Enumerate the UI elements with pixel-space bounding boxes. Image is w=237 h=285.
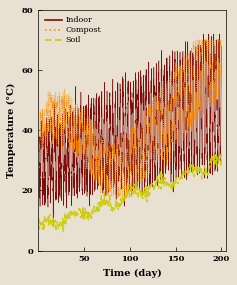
Line: Compost: Compost [39, 40, 221, 196]
Soil [153, 185, 155, 188]
Compost [215, 94, 218, 97]
Soil [62, 231, 65, 234]
Soil [214, 152, 217, 156]
Soil [171, 183, 173, 187]
Indoor [69, 125, 72, 128]
X-axis label: Time (day): Time (day) [103, 269, 161, 278]
Compost [47, 97, 50, 101]
Legend: Indoor, Compost, Soil: Indoor, Compost, Soil [42, 14, 104, 47]
Indoor [216, 151, 219, 154]
Compost [196, 38, 199, 42]
Compost [105, 195, 107, 198]
Soil [59, 223, 62, 226]
Compost [38, 141, 41, 145]
Indoor [52, 224, 55, 227]
Indoor [115, 166, 118, 170]
Soil [220, 152, 223, 156]
Indoor [108, 143, 110, 147]
Line: Indoor: Indoor [39, 34, 221, 225]
Compost [181, 105, 184, 108]
Indoor [59, 130, 61, 134]
Soil [97, 209, 100, 212]
Y-axis label: Temperature (°C): Temperature (°C) [7, 83, 16, 178]
Line: Soil: Soil [39, 154, 221, 233]
Soil [38, 217, 41, 220]
Compost [126, 181, 129, 184]
Soil [110, 204, 113, 207]
Indoor [220, 44, 223, 48]
Compost [215, 61, 218, 65]
Indoor [38, 135, 41, 139]
Compost [220, 38, 223, 42]
Soil [170, 186, 173, 189]
Indoor [197, 71, 200, 74]
Indoor [202, 32, 205, 36]
Compost [122, 163, 124, 166]
